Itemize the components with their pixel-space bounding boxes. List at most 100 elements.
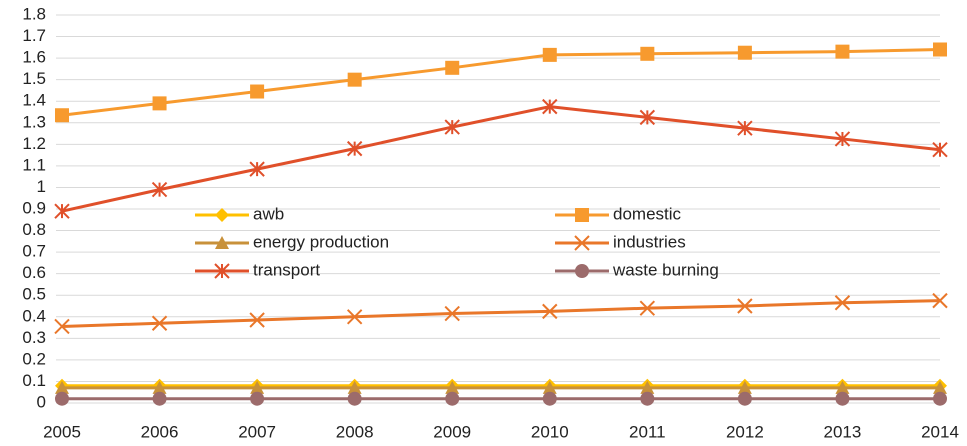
x-tick-label: 2009	[433, 422, 471, 441]
point-marker	[445, 391, 460, 406]
legend-label: awb	[253, 204, 284, 223]
point-marker	[444, 119, 460, 135]
y-tick-label: 0.5	[22, 285, 46, 304]
point-marker	[347, 72, 362, 87]
point-marker	[640, 391, 655, 406]
series-line	[61, 47, 941, 117]
x-tick-label: 2012	[726, 422, 764, 441]
point-marker	[737, 380, 752, 394]
legend-marker	[214, 263, 230, 279]
legend-label: domestic	[613, 204, 682, 223]
point-marker	[639, 300, 656, 316]
legend-marker	[575, 208, 589, 222]
point-marker	[55, 108, 69, 123]
point-marker	[346, 140, 363, 157]
y-tick-label: 0.3	[22, 328, 46, 347]
point-marker	[542, 303, 558, 320]
point-marker	[152, 380, 167, 394]
point-marker	[444, 305, 460, 322]
point-marker	[347, 391, 362, 406]
point-marker	[54, 203, 70, 219]
point-marker	[835, 44, 850, 59]
legend-label: industries	[613, 232, 686, 251]
y-tick-label: 1.8	[22, 4, 46, 23]
y-tick-label: 0.2	[22, 349, 46, 368]
x-tick-label: 2008	[336, 422, 374, 441]
point-marker	[834, 131, 851, 147]
legend-marker	[575, 264, 589, 278]
y-tick-label: 1.4	[22, 91, 46, 110]
y-tick-label: 0	[37, 392, 46, 411]
y-tick-label: 0.1	[22, 371, 46, 390]
series-line	[61, 299, 941, 328]
x-tick-label: 2005	[43, 422, 81, 441]
point-marker	[249, 161, 265, 177]
point-marker	[250, 84, 265, 99]
point-marker	[835, 391, 850, 406]
point-marker	[152, 96, 167, 111]
point-marker	[933, 391, 947, 406]
point-marker	[249, 312, 265, 328]
x-tick-label: 2011	[629, 422, 666, 441]
point-marker	[55, 380, 69, 394]
point-marker	[835, 380, 850, 394]
point-marker	[737, 298, 753, 314]
legend-symbol	[215, 208, 229, 222]
point-marker	[542, 47, 557, 62]
y-tick-label: 1.2	[22, 134, 46, 153]
legend-label: waste burning	[612, 260, 719, 279]
y-tick-label: 1.3	[22, 112, 46, 131]
y-tick-label: 1.5	[22, 69, 46, 88]
x-tick-label: 2014	[921, 422, 959, 441]
point-marker	[737, 45, 752, 60]
legend-symbol	[215, 236, 229, 249]
y-tick-label: 0.6	[22, 263, 46, 282]
legend-symbol	[214, 263, 230, 279]
point-marker	[151, 181, 168, 198]
point-marker	[445, 380, 460, 394]
legend-symbol	[574, 235, 590, 251]
legend-marker	[215, 236, 229, 249]
point-marker	[639, 109, 656, 126]
point-marker	[55, 391, 69, 406]
y-tick-label: 1.1	[22, 155, 46, 174]
point-marker	[54, 318, 70, 335]
point-marker	[933, 380, 947, 394]
x-tick-label: 2010	[531, 422, 569, 441]
point-marker	[737, 391, 752, 406]
legend-label: energy production	[253, 232, 389, 251]
y-tick-label: 1	[37, 177, 46, 196]
y-tick-label: 0.9	[22, 198, 46, 217]
series-line	[61, 105, 941, 213]
point-marker	[250, 391, 265, 406]
point-marker	[151, 315, 168, 331]
legend-marker	[574, 235, 590, 251]
legend-symbol	[575, 264, 589, 278]
point-marker	[737, 120, 753, 136]
point-marker	[347, 380, 362, 394]
x-tick-label: 2006	[141, 422, 179, 441]
y-tick-label: 1.6	[22, 48, 46, 67]
point-marker	[834, 295, 851, 311]
legend-marker	[215, 208, 229, 222]
legend-label: transport	[253, 260, 320, 279]
point-marker	[250, 380, 265, 394]
point-marker	[932, 292, 948, 309]
point-marker	[152, 391, 167, 406]
y-tick-label: 0.8	[22, 220, 46, 239]
legend-symbol	[575, 208, 589, 222]
point-marker	[640, 380, 655, 394]
y-tick-label: 0.7	[22, 242, 46, 261]
point-marker	[542, 98, 558, 115]
point-marker	[933, 42, 947, 57]
point-marker	[542, 391, 557, 406]
x-tick-label: 2007	[238, 422, 276, 441]
point-marker	[445, 60, 460, 75]
y-tick-label: 0.4	[22, 306, 46, 325]
point-marker	[932, 142, 948, 158]
y-tick-label: 1.7	[22, 26, 46, 45]
x-tick-label: 2013	[824, 422, 862, 441]
point-marker	[640, 46, 655, 61]
point-marker	[346, 309, 363, 325]
